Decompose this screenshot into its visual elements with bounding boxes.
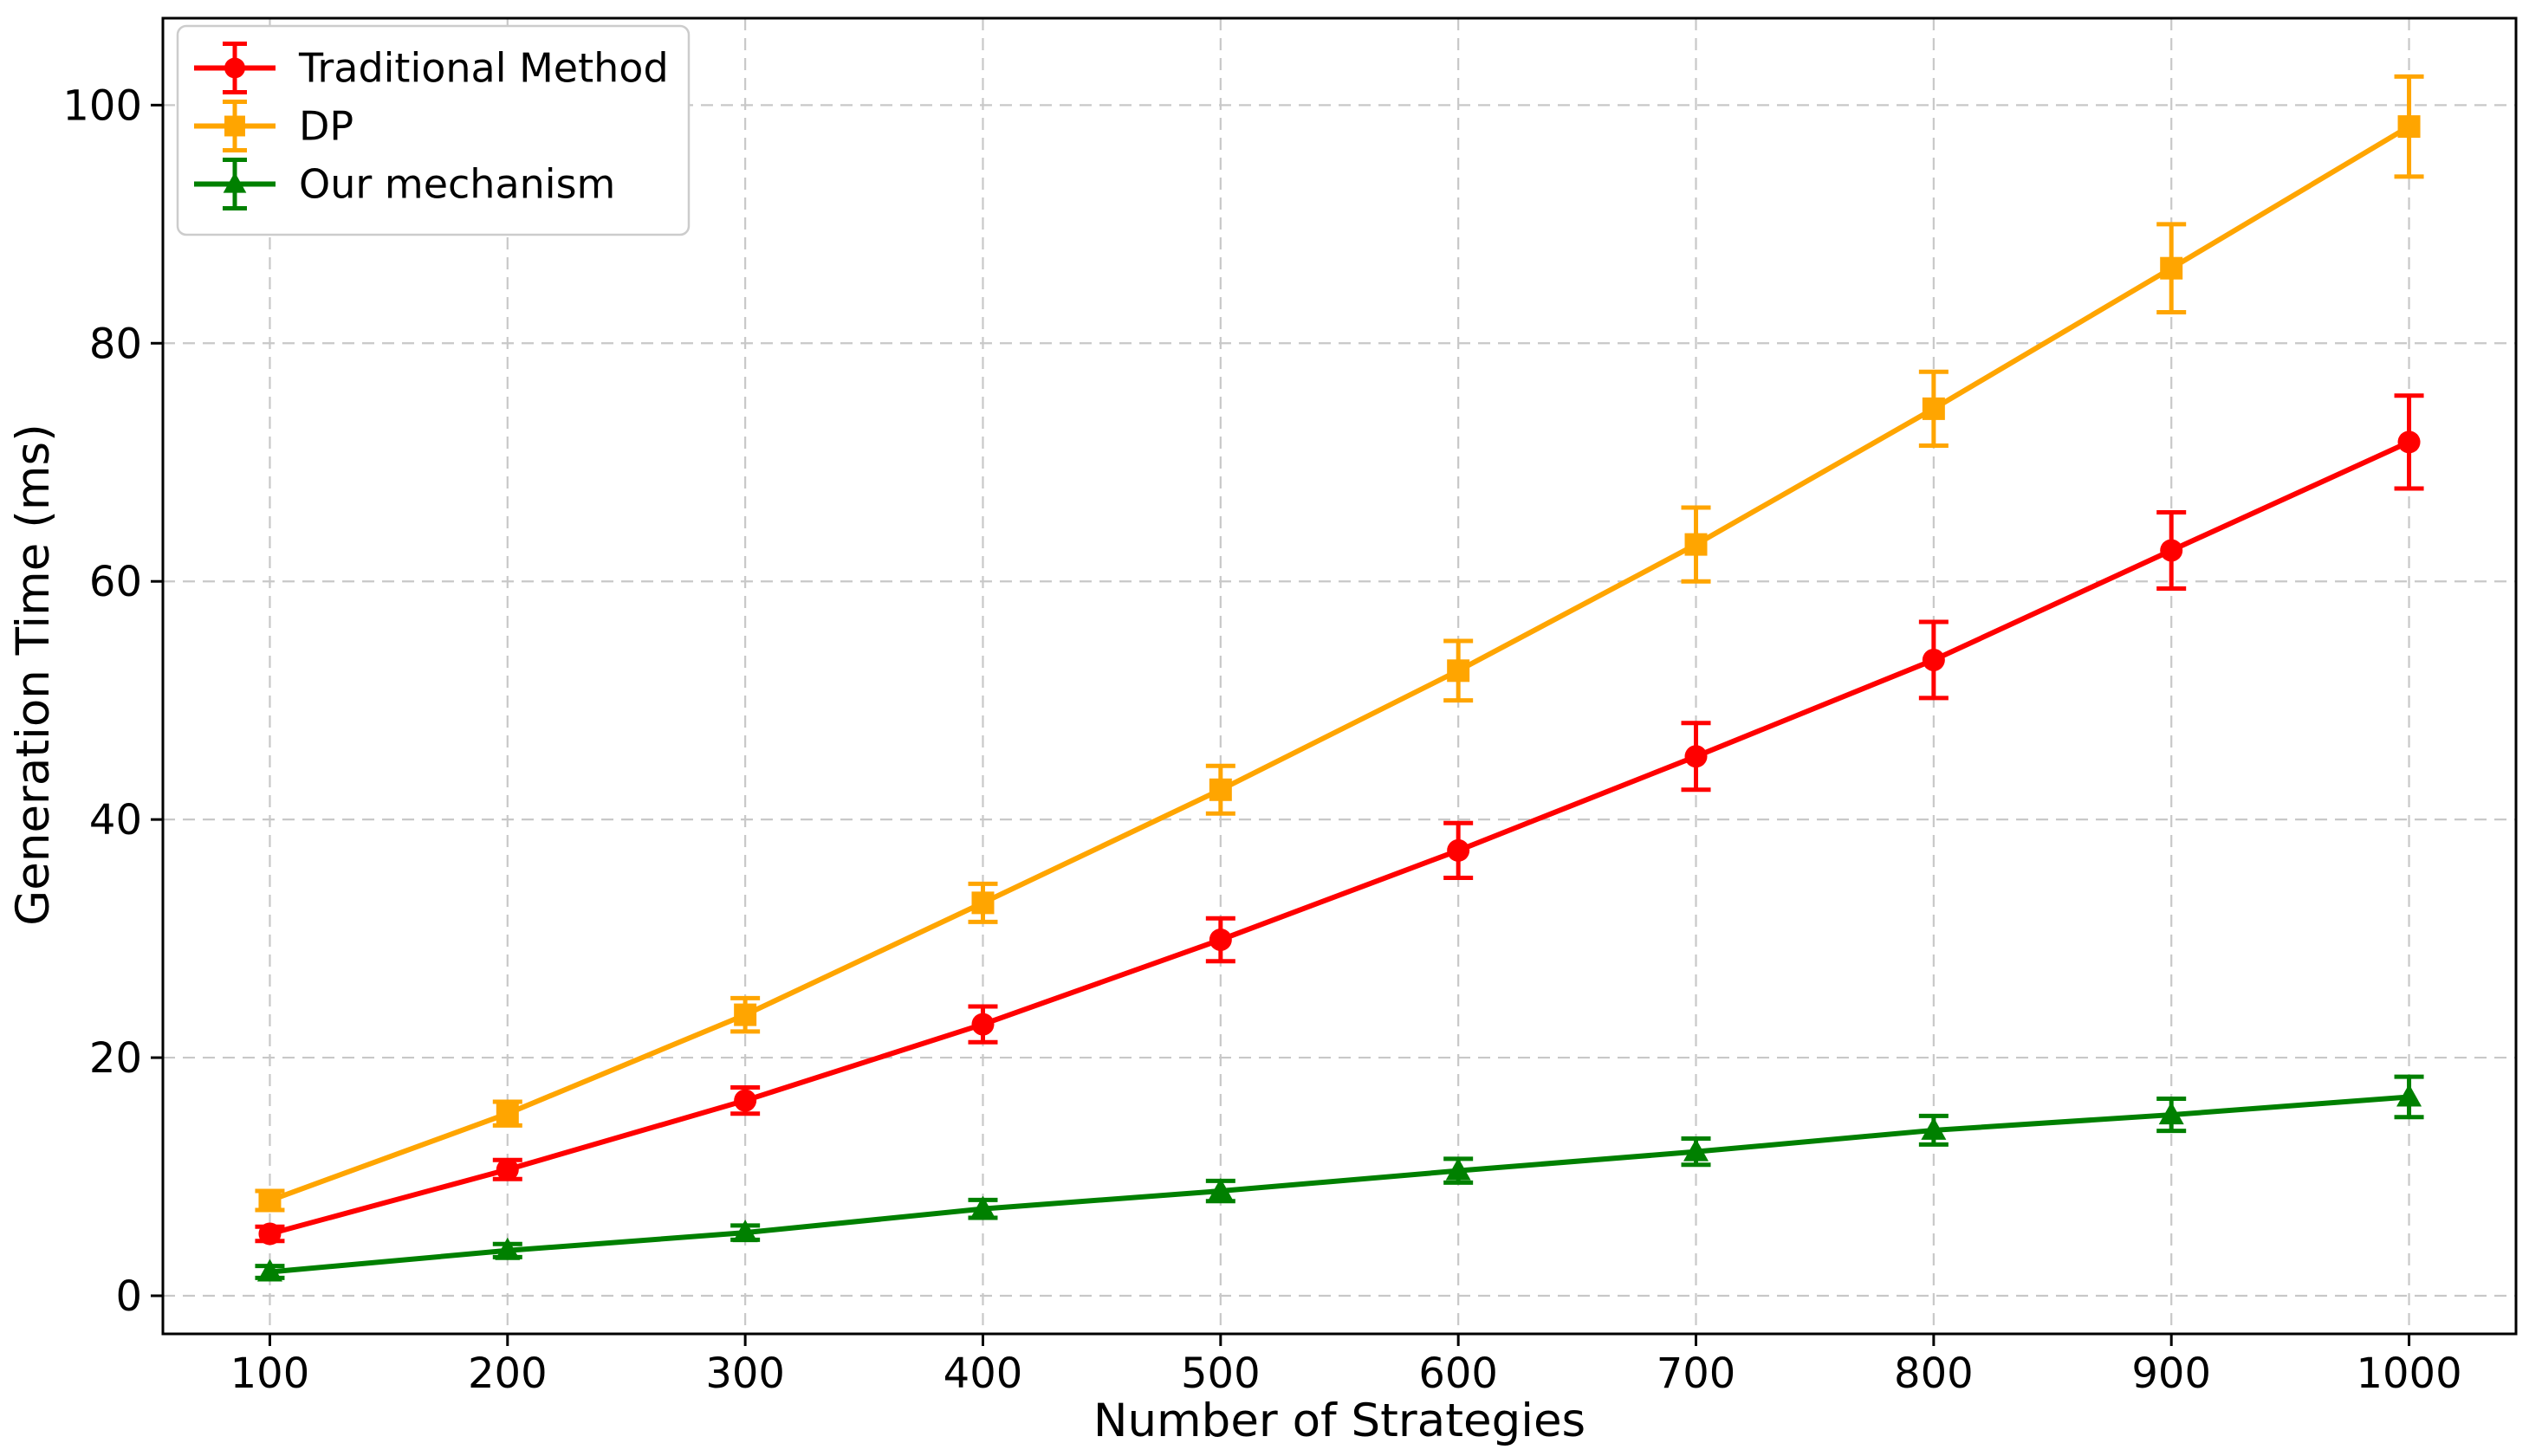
square-marker [2160,256,2183,280]
legend-label: Traditional Method [298,45,669,92]
triangle-marker [1683,1138,1709,1162]
triangle-marker [2158,1102,2184,1125]
x-tick-label: 100 [230,1349,310,1398]
triangle-marker [969,1195,995,1219]
x-tick-label: 200 [468,1349,548,1398]
x-axis-title: Number of Strategies [1093,1395,1585,1447]
series-line [269,1094,2409,1275]
circle-marker [1922,648,1945,671]
square-marker [1922,397,1945,420]
y-tick-label: 0 [115,1272,142,1321]
circle-marker [1209,928,1232,951]
circle-marker [224,57,245,79]
y-tick-label: 40 [89,796,142,844]
triangle-marker [1208,1178,1234,1201]
x-tick-label: 900 [2131,1349,2211,1398]
x-tick-label: 600 [1418,1349,1498,1398]
axis-ticks-and-labels: 100 200 300 400 500 600 700 800 900 1000 0 20 40 60 80… [62,81,2461,1398]
legend-item: Our mechanism [194,158,615,210]
triangle-marker [1445,1157,1471,1181]
series-traditional-method [255,393,2424,1246]
square-marker [1447,659,1470,683]
plot-border [161,16,2518,1336]
legend-label: Our mechanism [299,161,615,208]
triangle-marker [732,1220,758,1243]
x-tick-label: 800 [1894,1349,1974,1398]
series-line [269,439,2410,1237]
x-tick-label: 700 [1657,1349,1736,1398]
x-tick-label: 1000 [2356,1349,2461,1398]
square-marker [1209,778,1232,801]
legend-box [176,24,691,236]
legend: Traditional Method DP Our mechanism [176,24,691,236]
circle-marker [734,1089,757,1112]
square-marker [224,115,245,137]
circle-marker [2397,430,2421,454]
x-tick-label: 500 [1181,1349,1261,1398]
square-marker [971,891,995,915]
triangle-marker [2396,1084,2422,1107]
series-dp [255,74,2424,1213]
square-marker [1684,533,1708,556]
square-marker [734,1003,757,1026]
legend-item: DP [194,100,353,152]
circle-marker [1447,838,1470,862]
square-marker [2397,115,2421,139]
x-tick-label: 400 [944,1349,1023,1398]
circle-marker [258,1222,282,1246]
triangle-marker [1921,1116,1947,1140]
data-series [255,74,2424,1282]
y-axis-title: Generation Time (ms) [7,424,60,926]
circle-marker [496,1158,519,1181]
y-tick-label: 20 [89,1034,142,1083]
x-tick-label: 300 [705,1349,785,1398]
y-tick-label: 80 [89,320,142,368]
series-our-mechanism [255,1074,2424,1282]
triangle-marker [495,1237,521,1260]
circle-marker [2160,539,2183,562]
square-marker [258,1189,282,1213]
y-tick-label: 60 [89,558,142,606]
triangle-marker [256,1259,282,1282]
square-marker [496,1102,519,1125]
y-tick-label: 100 [62,81,142,130]
triangle-marker [223,171,247,193]
legend-label: DP [299,103,353,150]
series-line [269,124,2411,1203]
circle-marker [971,1013,995,1036]
legend-item: Traditional Method [194,42,669,94]
circle-marker [1684,745,1708,768]
